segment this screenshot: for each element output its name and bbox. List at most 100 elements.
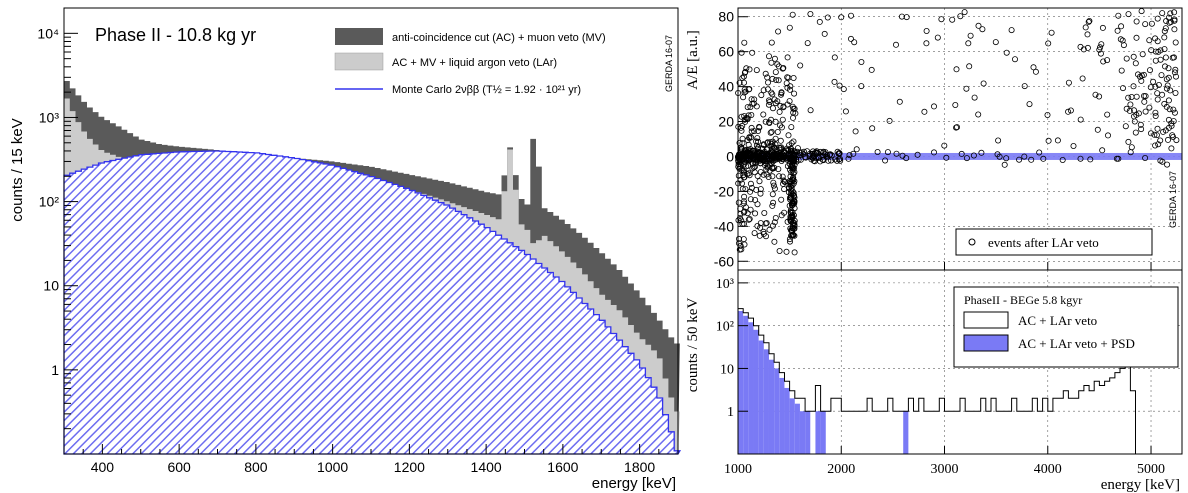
scatter-point <box>1161 46 1168 53</box>
scatter-point <box>804 148 811 155</box>
scatter-point <box>756 178 763 185</box>
scatter-point <box>776 108 783 115</box>
scatter-point <box>779 116 786 123</box>
scatter-point <box>766 167 773 174</box>
psd-bar <box>748 322 754 454</box>
scatter-y-tick-label: 20 <box>718 114 734 130</box>
scatter-point <box>1045 40 1052 47</box>
scatter-point <box>744 210 751 217</box>
left-plot-border <box>63 7 679 455</box>
scatter-point <box>1171 109 1178 116</box>
scatter-point <box>741 208 748 215</box>
scatter-point <box>1152 57 1159 64</box>
scatter-point <box>846 152 853 159</box>
scatter-point <box>753 138 760 145</box>
scatter-point <box>893 150 900 157</box>
scatter-point <box>766 97 773 104</box>
scatter-point <box>874 148 881 155</box>
scatter-point <box>1008 27 1015 34</box>
scatter-point <box>769 202 776 209</box>
scatter-point <box>751 152 758 159</box>
scatter-point <box>965 40 972 47</box>
left-legend: anti-coincidence cut (AC) + muon veto (M… <box>334 28 606 96</box>
lower-y-tick-label: 10³ <box>716 277 734 292</box>
scatter-point <box>784 54 791 61</box>
scatter-point <box>1059 156 1066 163</box>
scatter-point <box>778 89 785 96</box>
scatter-point <box>1170 118 1177 125</box>
scatter-point <box>739 135 746 142</box>
scatter-point <box>838 14 845 21</box>
scatter-point <box>762 118 769 125</box>
left-x-tick-label: 1600 <box>547 459 578 475</box>
scatter-point <box>1172 66 1179 73</box>
psd-bar <box>794 403 800 454</box>
scatter-point <box>1157 137 1164 144</box>
scatter-point <box>1172 90 1179 97</box>
scatter-point <box>923 27 930 34</box>
scatter-point <box>1167 10 1174 17</box>
scatter-point <box>1147 84 1154 91</box>
scatter-point <box>739 140 746 147</box>
left-watermark: GERDA 16-07 <box>664 35 674 92</box>
scatter-point <box>1165 136 1172 143</box>
right-histogram-panel: 1000 2000 3000 4000 5000 1 10 10² 10³ counts / 5… <box>685 269 1183 493</box>
scatter-point <box>791 105 798 112</box>
right-scatter-panel: -60 -40 -20 0 20 40 60 80 A/E [a.u.] GERDA 16-0… <box>685 7 1183 271</box>
scatter-point <box>943 154 950 161</box>
scatter-point <box>738 166 745 173</box>
scatter-legend: events after LAr veto <box>955 228 1153 256</box>
scatter-point <box>949 16 956 23</box>
scatter-point <box>781 209 788 216</box>
scatter-points <box>735 8 1180 256</box>
scatter-point <box>1132 129 1139 136</box>
scatter-point <box>753 142 760 149</box>
scatter-point <box>1137 121 1144 128</box>
scatter-point <box>809 150 816 157</box>
scatter-point <box>1096 93 1103 100</box>
scatter-point <box>1152 113 1159 120</box>
scatter-point <box>1160 128 1167 135</box>
scatter-point <box>781 148 788 155</box>
scatter-point <box>1067 107 1074 114</box>
scatter-point <box>789 158 796 165</box>
scatter-point <box>1165 124 1172 131</box>
scatter-point <box>762 160 769 167</box>
scatter-point <box>1086 17 1093 24</box>
scatter-point <box>736 240 743 247</box>
scatter-point <box>1154 15 1161 22</box>
left-y-tick-label: 10 <box>43 278 59 294</box>
scatter-point <box>1054 137 1061 144</box>
scatter-y-tick-label: 80 <box>718 9 734 25</box>
scatter-point <box>768 59 775 66</box>
scatter-point <box>1012 56 1019 63</box>
scatter-point <box>1142 108 1149 115</box>
lower-y-tick-label: 10 <box>720 362 734 377</box>
scatter-point <box>963 155 970 162</box>
scatter-point <box>791 225 798 232</box>
scatter-point <box>770 179 777 186</box>
scatter-point <box>779 173 786 180</box>
scatter-point <box>828 157 835 164</box>
scatter-point <box>996 153 1003 160</box>
scatter-point <box>747 206 754 213</box>
scatter-point <box>1028 156 1035 163</box>
scatter-point <box>784 84 791 91</box>
scatter-point <box>740 200 747 207</box>
scatter-point <box>790 212 797 219</box>
scatter-point <box>771 238 778 245</box>
scatter-point <box>774 98 781 105</box>
scatter-point <box>754 201 761 208</box>
scatter-point <box>1048 29 1055 36</box>
scatter-point <box>790 75 797 82</box>
scatter-point <box>1158 72 1165 79</box>
scatter-point <box>1170 133 1177 140</box>
psd-bar <box>758 340 764 454</box>
scatter-point <box>741 193 748 200</box>
scatter-point <box>758 92 765 99</box>
legend-swatch-ac-lar <box>963 311 1009 329</box>
scatter-point <box>800 151 807 158</box>
scatter-axes: -60 -40 -20 0 20 40 60 80 <box>714 9 1152 270</box>
lower-x-tick-label: 5000 <box>1137 462 1165 477</box>
scatter-point <box>756 123 763 130</box>
